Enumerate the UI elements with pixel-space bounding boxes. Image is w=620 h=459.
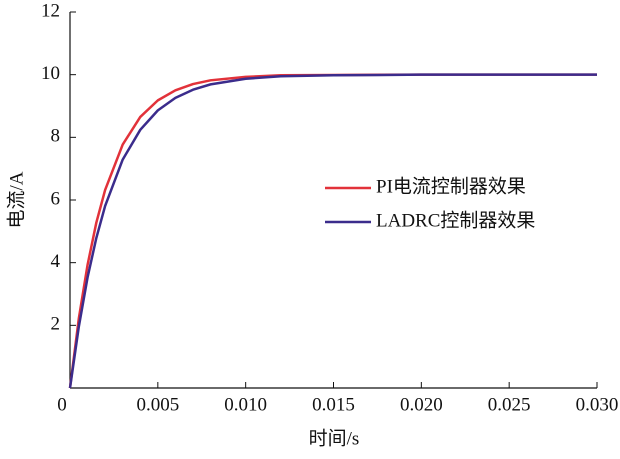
series-line	[68, 73, 597, 389]
legend-label: PI电流控制器效果	[376, 175, 526, 197]
y-tick-label: 8	[51, 126, 61, 147]
x-tick-label: 0	[57, 394, 67, 415]
y-axis-label: 电流/A	[5, 171, 27, 228]
x-tick-label: 0.005	[136, 394, 179, 415]
x-tick-label: 0.020	[400, 394, 443, 415]
legend-label: LADRC控制器效果	[376, 209, 535, 231]
y-tick-label: 10	[41, 63, 60, 84]
y-tick-label: 4	[51, 251, 61, 272]
y-tick-label: 2	[51, 314, 61, 335]
x-axis-label: 时间/s	[309, 427, 360, 449]
y-tick-label: 6	[51, 188, 61, 209]
x-tick-label: 0.025	[488, 394, 531, 415]
x-tick-label: 0.010	[224, 394, 267, 415]
y-tick-label: 12	[41, 0, 60, 21]
x-tick-label: 0.030	[576, 394, 619, 415]
x-tick-label: 0.015	[312, 394, 355, 415]
